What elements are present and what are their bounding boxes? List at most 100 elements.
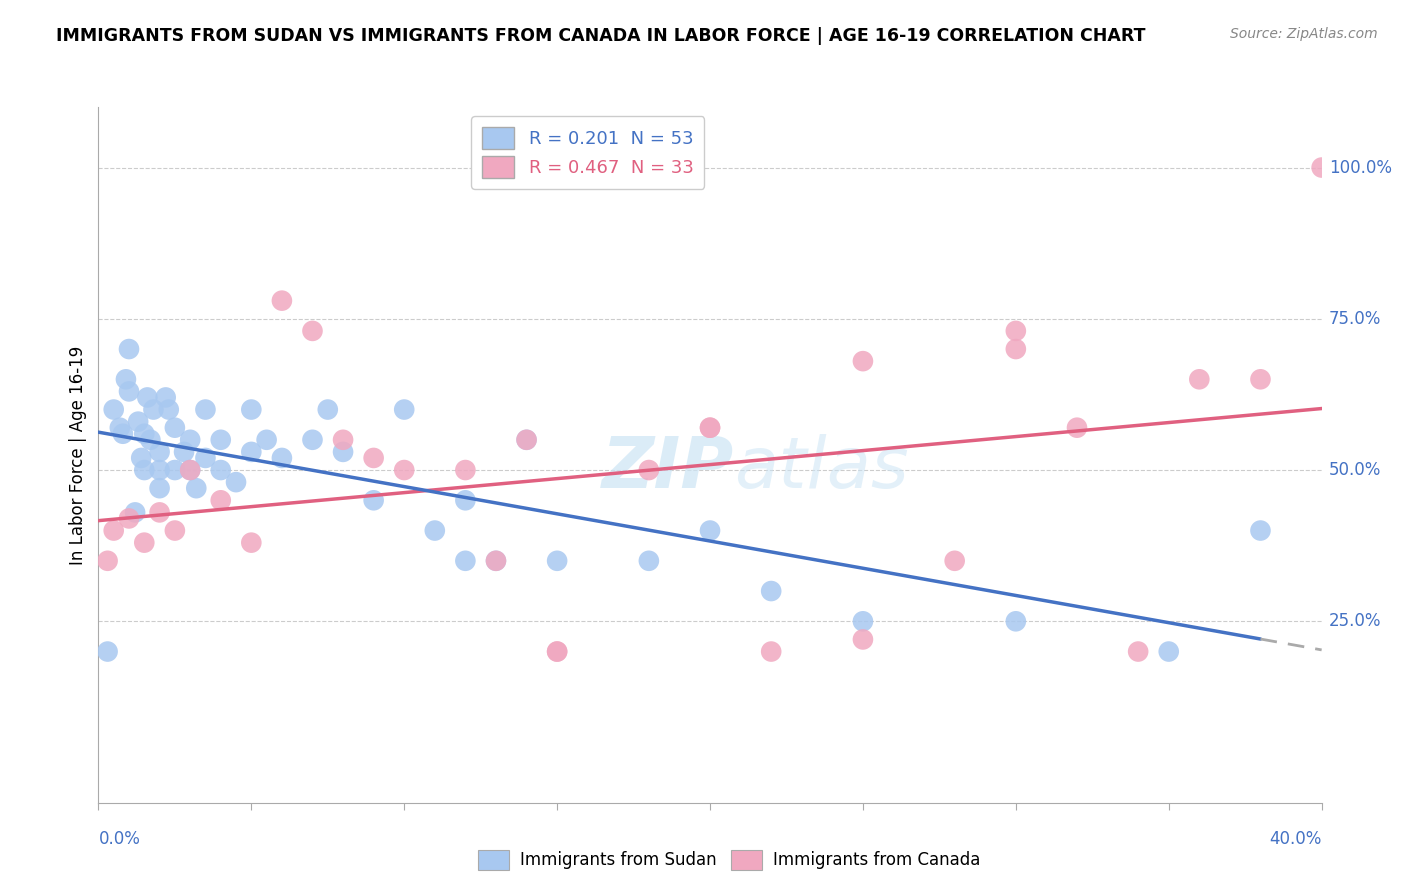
Point [546,644,568,658]
Point [209,463,232,477]
Point [454,554,477,568]
Point [485,554,508,568]
Point [392,463,416,477]
Point [194,402,217,417]
Point [194,450,217,465]
Text: 25.0%: 25.0% [1329,612,1381,631]
Point [1310,161,1333,175]
Point [270,450,292,465]
Point [301,324,323,338]
Point [301,433,323,447]
Point [179,463,201,477]
Point [163,524,186,538]
Point [1128,644,1150,658]
Point [1188,372,1211,386]
Point [115,372,138,386]
Point [852,632,875,647]
Point [225,475,247,490]
Point [209,493,232,508]
Point [157,402,180,417]
Point [179,433,201,447]
Point [852,354,875,368]
Point [516,433,538,447]
Point [316,402,339,417]
Point [127,415,149,429]
Point [1004,324,1026,338]
Point [97,644,120,658]
Text: Source: ZipAtlas.com: Source: ZipAtlas.com [1230,27,1378,41]
Point [1249,524,1271,538]
Point [209,433,232,447]
Point [134,463,156,477]
Point [546,554,568,568]
Point [852,615,875,629]
Point [118,384,141,399]
Text: 75.0%: 75.0% [1329,310,1381,327]
Point [1004,342,1026,356]
Point [163,420,186,434]
Point [363,493,385,508]
Point [111,426,134,441]
Point [173,445,195,459]
Point [699,524,721,538]
Point [134,535,156,549]
Point [363,450,385,465]
Text: atlas: atlas [734,434,910,503]
Text: ZIP: ZIP [602,434,734,503]
Point [485,554,508,568]
Point [186,481,208,495]
Point [240,402,263,417]
Y-axis label: In Labor Force | Age 16-19: In Labor Force | Age 16-19 [69,345,87,565]
Point [1249,372,1271,386]
Point [256,433,278,447]
Text: 50.0%: 50.0% [1329,461,1381,479]
Point [129,450,152,465]
Point [637,463,661,477]
Point [332,433,354,447]
Point [423,524,446,538]
Text: Immigrants from Canada: Immigrants from Canada [773,851,980,869]
Point [149,481,172,495]
Point [149,505,172,519]
Point [454,463,477,477]
Point [142,402,165,417]
Point [179,463,201,477]
Point [139,433,162,447]
Point [155,391,177,405]
Point [516,433,538,447]
Point [118,342,141,356]
Point [136,391,159,405]
Point [1066,420,1088,434]
Point [1004,615,1026,629]
Point [637,554,661,568]
Point [134,426,156,441]
Point [118,511,141,525]
Text: 0.0%: 0.0% [98,830,141,847]
Text: 40.0%: 40.0% [1270,830,1322,847]
Point [699,420,721,434]
Point [240,445,263,459]
Text: Immigrants from Sudan: Immigrants from Sudan [520,851,717,869]
Point [759,644,782,658]
Point [392,402,416,417]
Point [759,584,782,599]
Point [103,402,125,417]
Point [240,535,263,549]
Point [1157,644,1180,658]
Point [149,445,172,459]
Point [103,524,125,538]
Point [97,554,120,568]
Point [149,463,172,477]
Text: 100.0%: 100.0% [1329,159,1392,177]
Text: IMMIGRANTS FROM SUDAN VS IMMIGRANTS FROM CANADA IN LABOR FORCE | AGE 16-19 CORRE: IMMIGRANTS FROM SUDAN VS IMMIGRANTS FROM… [56,27,1146,45]
Point [546,644,568,658]
Legend: R = 0.201  N = 53, R = 0.467  N = 33: R = 0.201 N = 53, R = 0.467 N = 33 [471,116,704,189]
Point [270,293,292,308]
Point [454,493,477,508]
Point [124,505,146,519]
Point [163,463,186,477]
Point [108,420,131,434]
Point [699,420,721,434]
Point [332,445,354,459]
Point [943,554,966,568]
